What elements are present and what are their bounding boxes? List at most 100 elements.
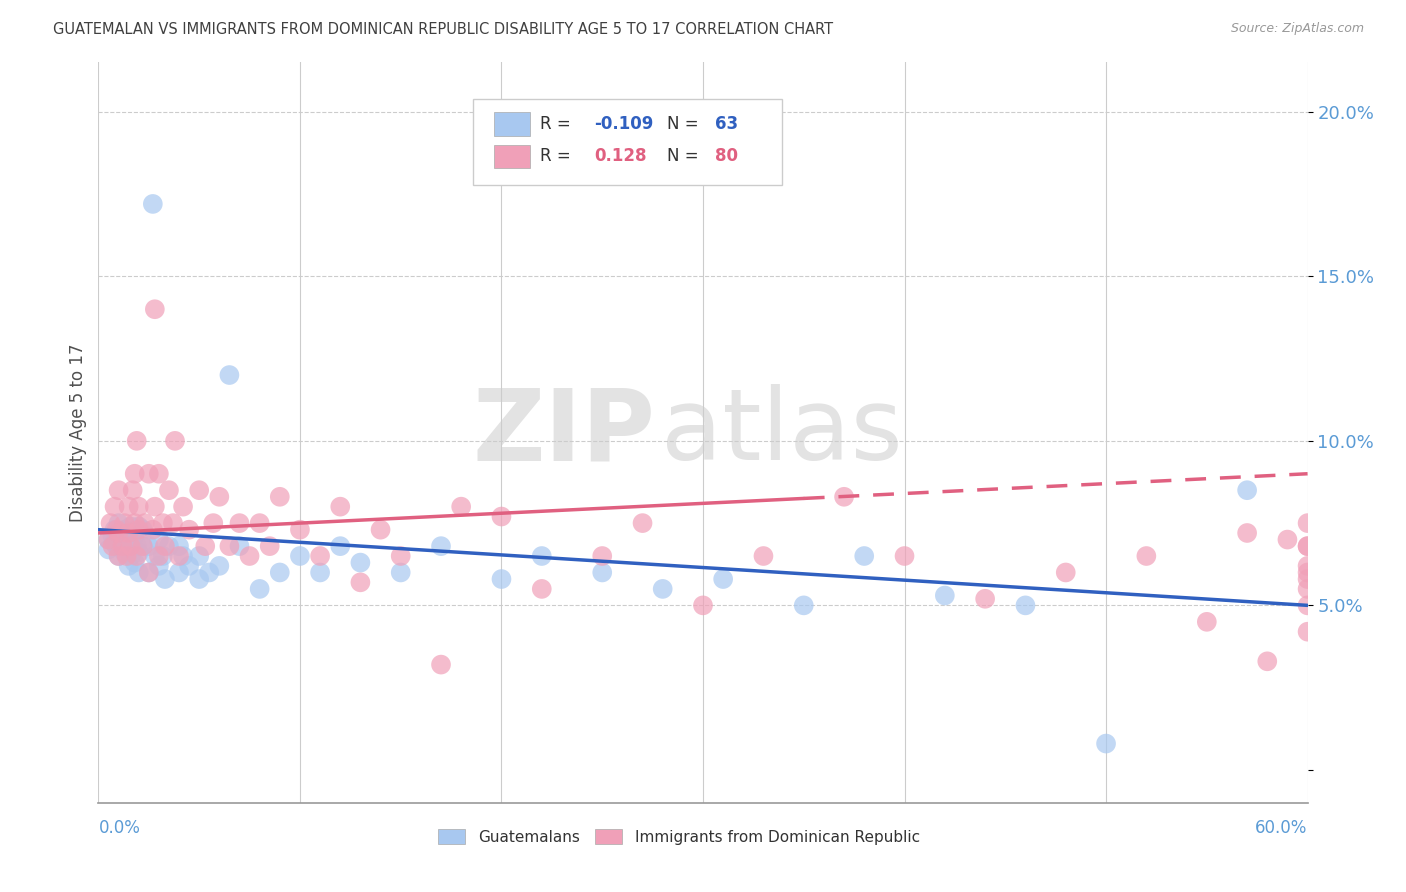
Point — [269, 566, 291, 580]
Y-axis label: Disability Age 5 to 17: Disability Age 5 to 17 — [69, 343, 87, 522]
Point — [124, 516, 146, 530]
Point — [138, 566, 160, 580]
Text: atlas: atlas — [661, 384, 903, 481]
FancyBboxPatch shape — [474, 99, 782, 185]
Point — [111, 539, 134, 553]
Point — [853, 549, 876, 563]
Point — [249, 582, 271, 596]
Point — [107, 483, 129, 498]
Point — [198, 566, 221, 580]
Point — [142, 197, 165, 211]
Text: ZIP: ZIP — [472, 384, 655, 481]
Point — [172, 500, 194, 514]
Point — [132, 539, 155, 553]
Point — [132, 523, 155, 537]
Point — [125, 434, 148, 448]
Point — [148, 549, 170, 563]
Point — [1296, 572, 1319, 586]
Point — [631, 516, 654, 530]
Point — [103, 523, 125, 537]
Point — [111, 539, 134, 553]
Point — [114, 523, 136, 537]
Point — [101, 539, 124, 553]
Point — [118, 536, 141, 550]
Point — [218, 539, 240, 553]
Point — [107, 549, 129, 563]
Text: GUATEMALAN VS IMMIGRANTS FROM DOMINICAN REPUBLIC DISABILITY AGE 5 TO 17 CORRELAT: GUATEMALAN VS IMMIGRANTS FROM DOMINICAN … — [53, 22, 834, 37]
Point — [934, 589, 956, 603]
Point — [163, 434, 186, 448]
Point — [711, 572, 734, 586]
Point — [128, 566, 150, 580]
Point — [194, 539, 217, 553]
Point — [125, 549, 148, 563]
Point — [329, 539, 352, 553]
Point — [349, 575, 371, 590]
Text: 0.128: 0.128 — [595, 147, 647, 165]
Point — [118, 526, 141, 541]
Point — [1195, 615, 1218, 629]
FancyBboxPatch shape — [494, 112, 530, 136]
Point — [138, 467, 160, 481]
Point — [1296, 558, 1319, 573]
Point — [167, 539, 190, 553]
Point — [157, 539, 180, 553]
Point — [430, 657, 453, 672]
Text: N =: N = — [666, 147, 703, 165]
Point — [208, 558, 231, 573]
Point — [179, 523, 201, 537]
Point — [1296, 539, 1319, 553]
Point — [1296, 516, 1319, 530]
Point — [121, 533, 143, 547]
Text: -0.109: -0.109 — [595, 115, 654, 133]
Point — [148, 467, 170, 481]
Point — [167, 566, 190, 580]
Point — [329, 500, 352, 514]
Point — [132, 539, 155, 553]
Point — [107, 533, 129, 547]
Point — [152, 549, 174, 563]
Point — [692, 599, 714, 613]
Point — [1236, 526, 1258, 541]
Point — [651, 582, 673, 596]
Point — [105, 523, 128, 537]
Point — [974, 591, 997, 606]
Point — [107, 549, 129, 563]
Point — [142, 523, 165, 537]
Legend: Guatemalans, Immigrants from Dominican Republic: Guatemalans, Immigrants from Dominican R… — [432, 822, 925, 851]
Point — [153, 572, 176, 586]
Point — [1054, 566, 1077, 580]
Text: N =: N = — [666, 115, 703, 133]
Point — [120, 539, 142, 553]
Point — [157, 483, 180, 498]
Point — [134, 516, 156, 530]
Point — [370, 523, 392, 537]
Point — [124, 467, 146, 481]
Point — [389, 566, 412, 580]
Point — [228, 539, 250, 553]
Point — [120, 519, 142, 533]
Point — [121, 483, 143, 498]
Point — [128, 523, 150, 537]
Point — [288, 523, 311, 537]
Point — [309, 566, 332, 580]
Point — [148, 558, 170, 573]
Text: Source: ZipAtlas.com: Source: ZipAtlas.com — [1230, 22, 1364, 36]
Point — [491, 572, 513, 586]
Point — [128, 519, 150, 533]
Point — [114, 546, 136, 560]
Point — [389, 549, 412, 563]
Point — [1296, 582, 1319, 596]
FancyBboxPatch shape — [494, 145, 530, 169]
Point — [430, 539, 453, 553]
Point — [1296, 566, 1319, 580]
Text: R =: R = — [540, 115, 576, 133]
Point — [793, 599, 815, 613]
Text: R =: R = — [540, 147, 576, 165]
Point — [125, 539, 148, 553]
Point — [143, 302, 166, 317]
Point — [1095, 737, 1118, 751]
Point — [1296, 599, 1319, 613]
Point — [893, 549, 915, 563]
Point — [1277, 533, 1299, 547]
